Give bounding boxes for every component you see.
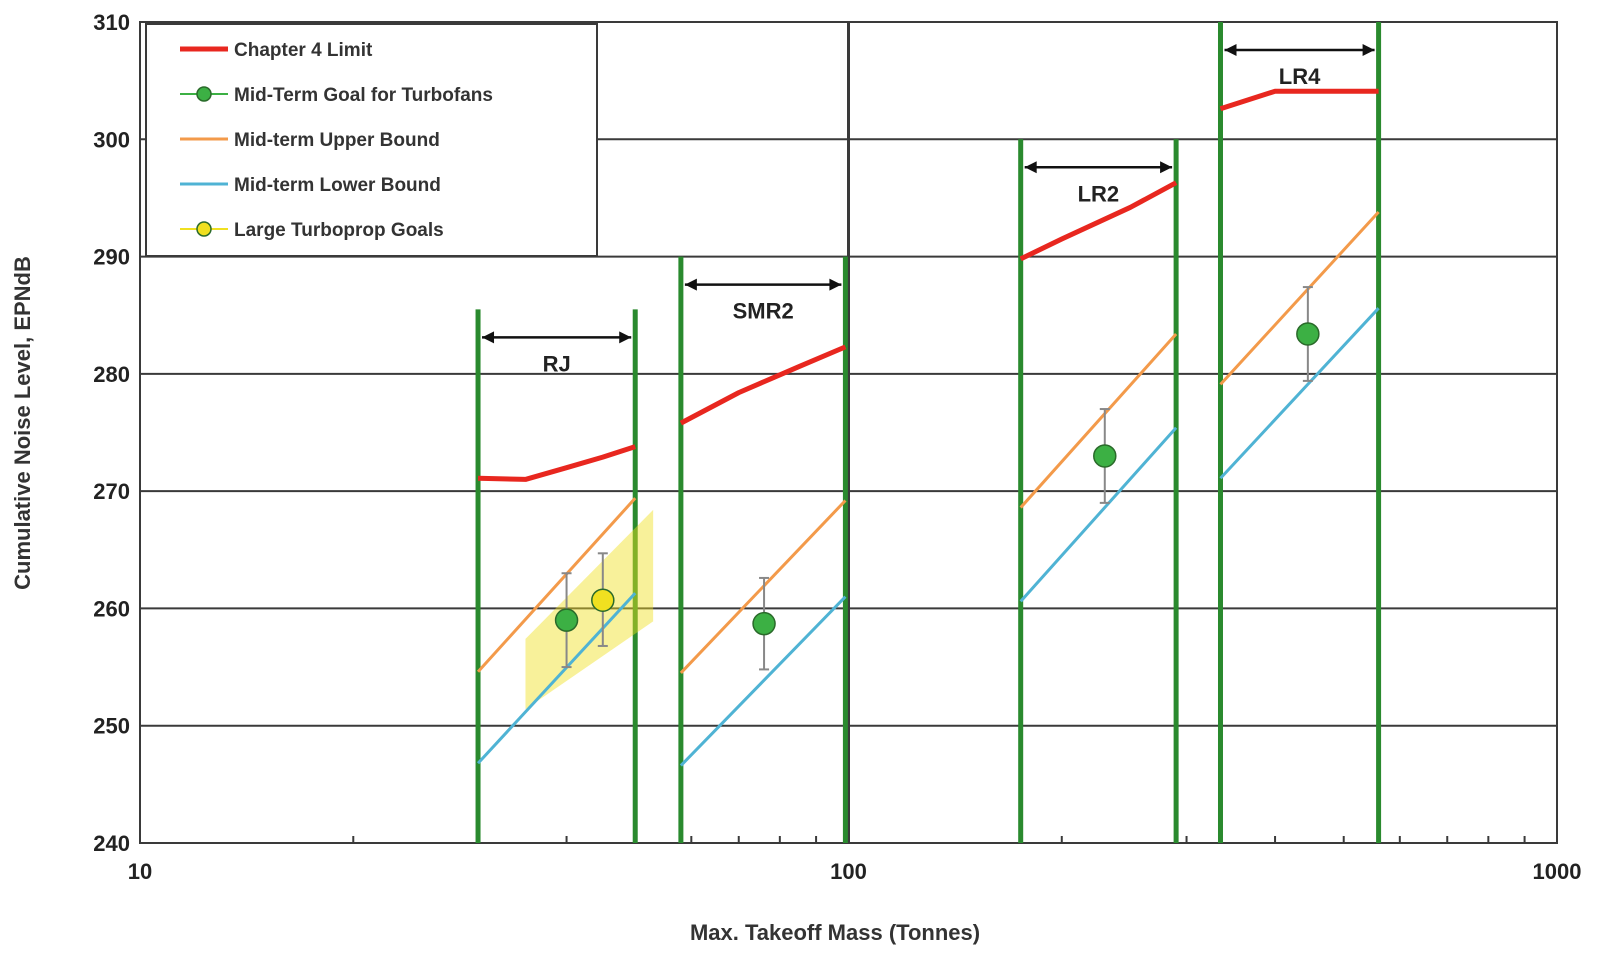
band-arrowhead-right (829, 278, 842, 291)
band-arrowhead-right (619, 331, 632, 344)
y-tick-label: 270 (93, 479, 130, 504)
turbofan-goal-point (1296, 322, 1320, 346)
turboprop-goal-point (591, 588, 615, 612)
legend-label: Chapter 4 Limit (234, 40, 373, 61)
chapter4-limit-line (477, 444, 636, 482)
size-bands: RJ SMR2 LR2 LR4 (475, 22, 1382, 843)
y-tick-label: 250 (93, 714, 130, 739)
y-tick-label: 240 (93, 831, 130, 856)
band-label: LR4 (1279, 64, 1321, 89)
band-arrowhead-left (482, 331, 495, 344)
axes: Max. Takeoff Mass (Tonnes) Cumulative No… (10, 10, 1581, 945)
lower-bound-line (1219, 307, 1380, 480)
x-tick-label: 10 (128, 859, 152, 884)
legend: Chapter 4 Limit Mid-Term Goal for Turbofa… (145, 23, 598, 257)
band-arrowhead-right (1160, 161, 1173, 174)
upper-bound-line (1019, 332, 1178, 509)
legend-label: Mid-Term Goal for Turbofans (234, 85, 493, 106)
turbofan-goal-point (554, 608, 579, 632)
chapter4-limit-line (1219, 88, 1379, 112)
x-axis-title: Max. Takeoff Mass (Tonnes) (690, 920, 980, 945)
plot-frame (139, 21, 1558, 844)
band-arrowhead-left (1224, 44, 1237, 56)
y-tick-label: 280 (93, 362, 130, 387)
band-arrowhead-right (1362, 44, 1375, 56)
lower-bound-line (679, 595, 847, 767)
y-tick-label: 300 (93, 127, 130, 152)
lower-bound-line (476, 592, 637, 765)
legend-goal-swatch-marker (196, 86, 212, 102)
chapter4-limit-line (679, 344, 847, 426)
band-arrowhead-left (1024, 161, 1037, 174)
data-series (476, 88, 1380, 767)
turbofan-goal-point (1093, 444, 1117, 468)
turboprop-shaded-region (525, 509, 654, 710)
band-label: LR2 (1078, 181, 1120, 206)
y-axis-title: Cumulative Noise Level, EPNdB (10, 256, 35, 590)
x-tick-label: 100 (830, 859, 867, 884)
turbofan-goal-point (752, 611, 776, 636)
legend-label: Mid-term Lower Bound (234, 175, 441, 196)
band-label: SMR2 (733, 299, 794, 324)
upper-bound-line (476, 497, 637, 673)
band-label: RJ (543, 351, 571, 376)
legend-label: Mid-term Upper Bound (234, 130, 440, 151)
x-tick-label: 1000 (1533, 859, 1582, 884)
lower-bound-line (1019, 426, 1178, 603)
upper-bound-line (1219, 210, 1380, 386)
legend-turboprop-swatch-marker (196, 221, 212, 237)
band-arrowhead-left (684, 278, 697, 291)
y-tick-label: 260 (93, 596, 130, 621)
chapter4-limit-line (1019, 180, 1178, 262)
legend-label: Large Turboprop Goals (234, 220, 444, 241)
y-tick-label: 310 (93, 10, 130, 35)
y-tick-label: 290 (93, 245, 130, 270)
